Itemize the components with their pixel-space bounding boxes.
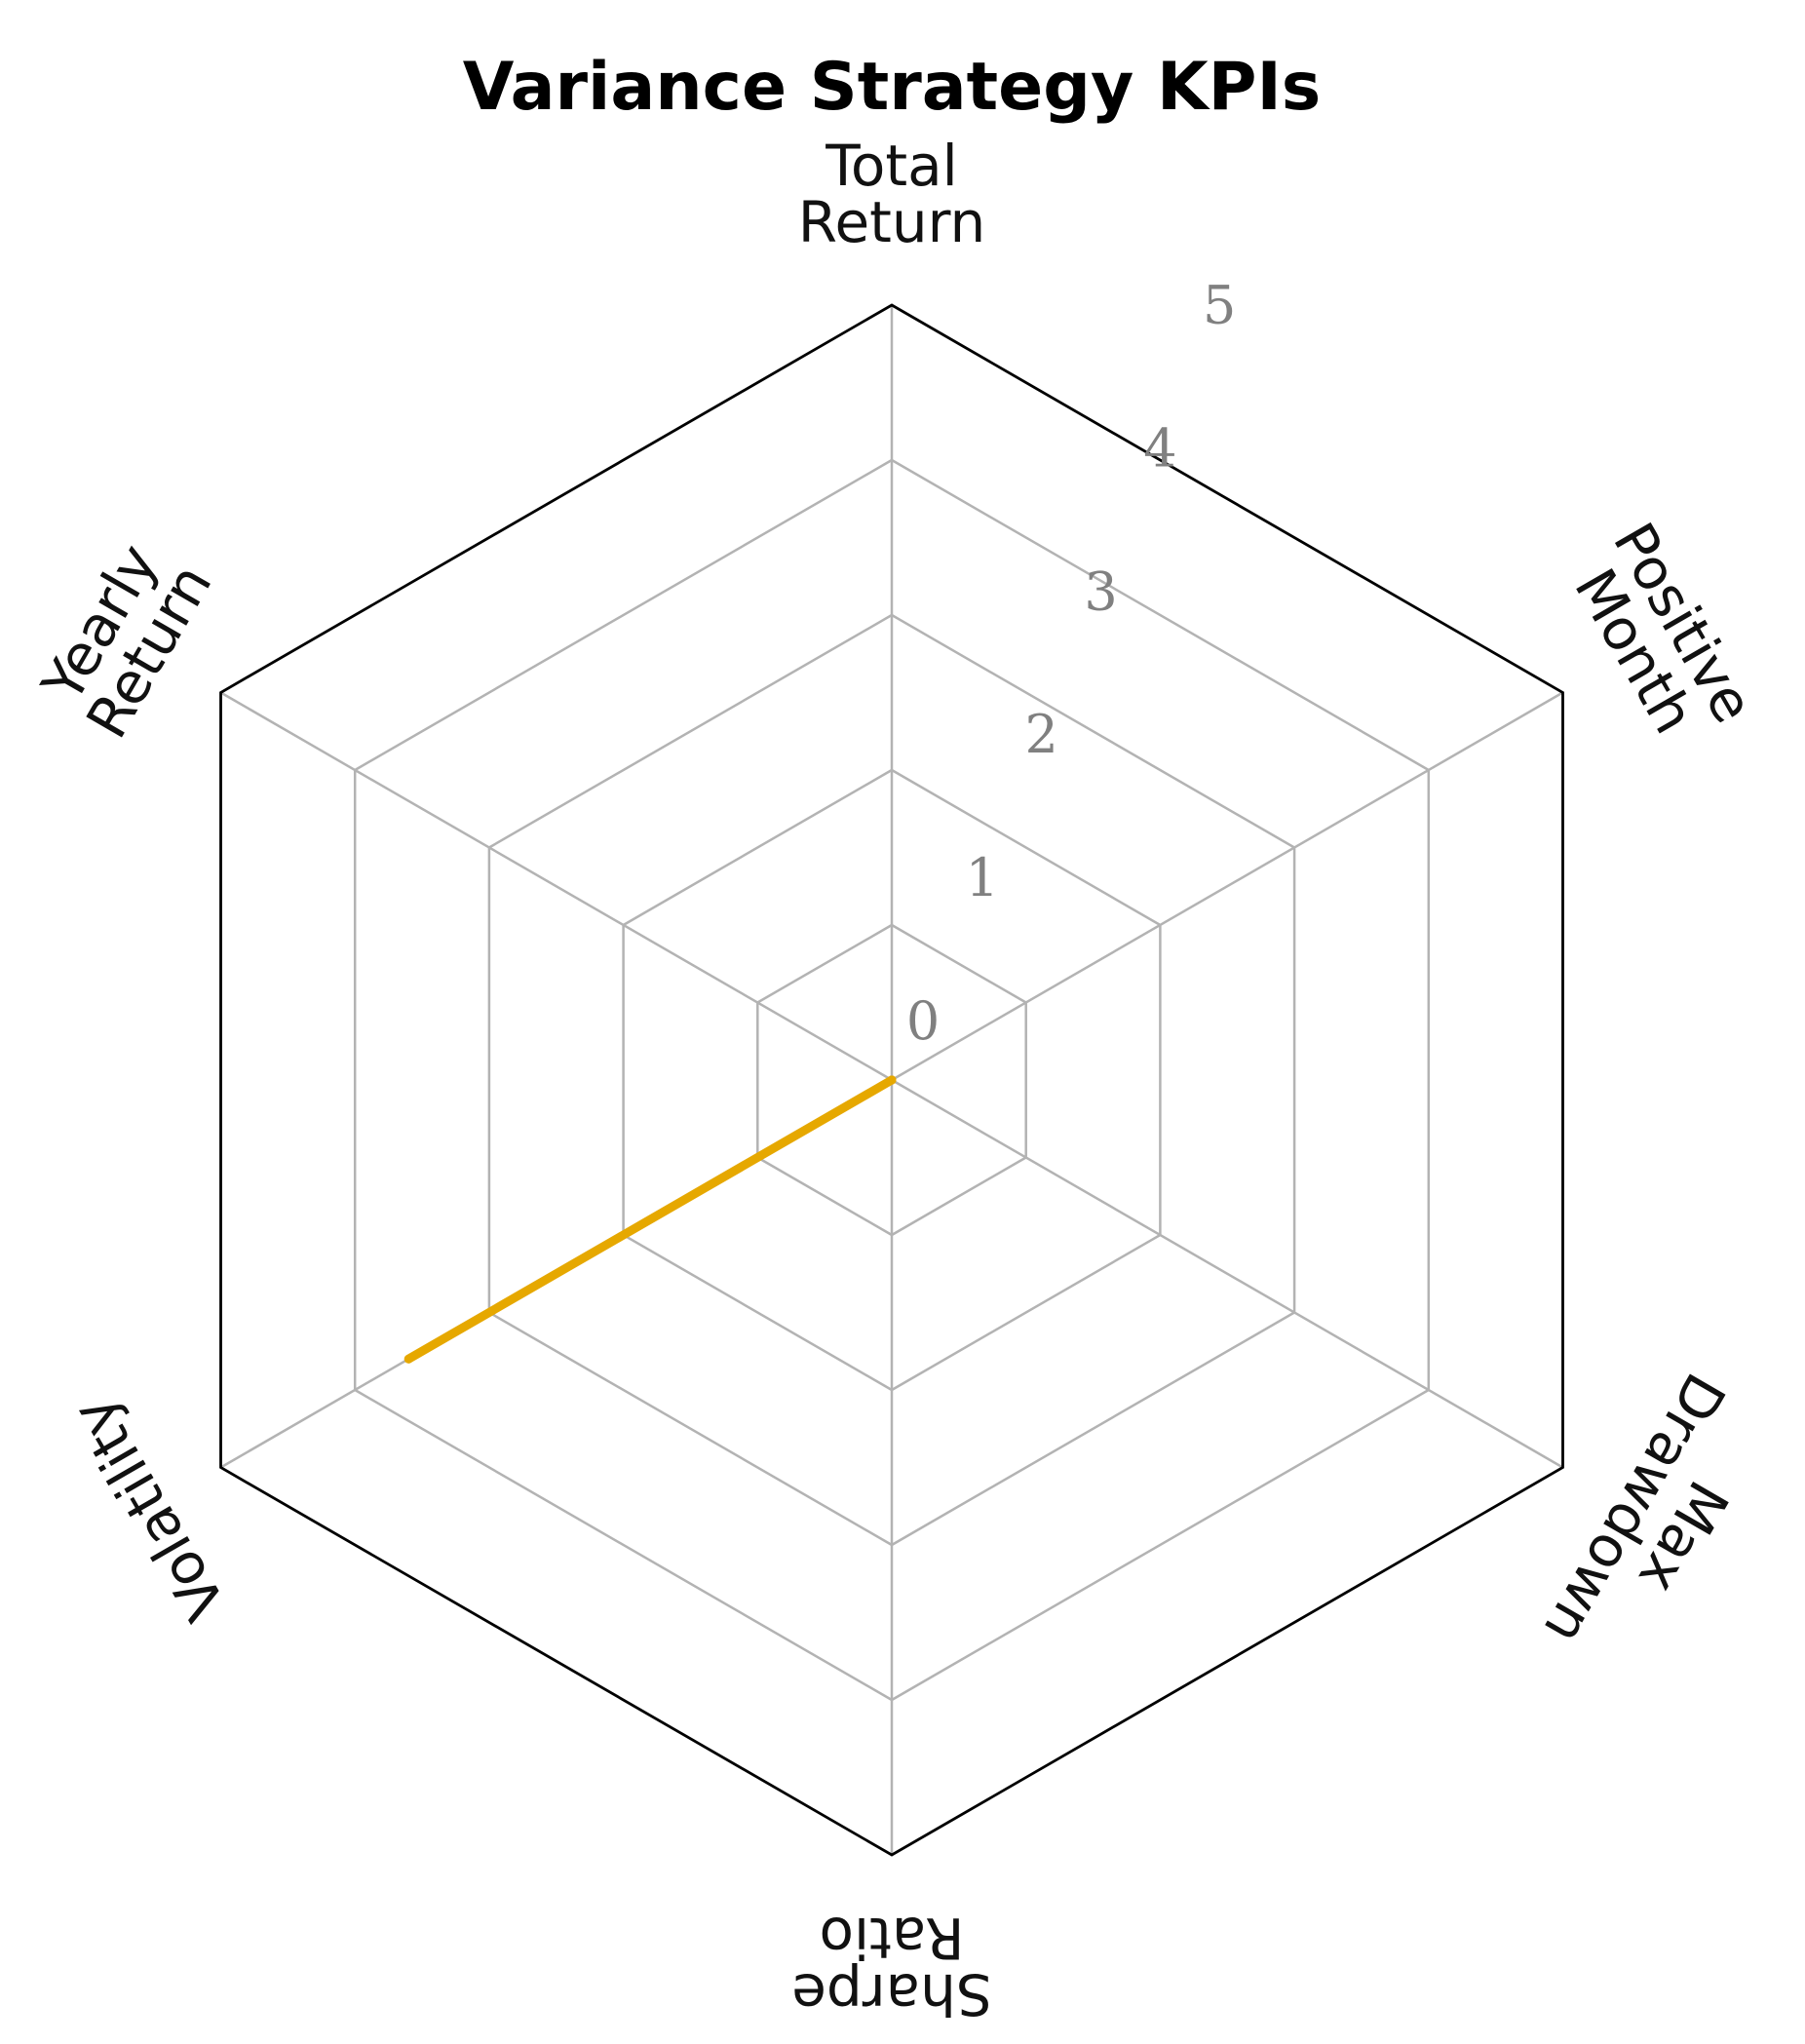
series-point-0-5	[887, 1075, 897, 1085]
series-line-0	[403, 1075, 897, 1364]
axis-label-0-line-1: Return	[798, 189, 985, 255]
spoke-2	[891, 1078, 1564, 1469]
outer-hexagon	[219, 303, 1564, 1857]
tick-label-2: 2	[1025, 704, 1058, 765]
tick-label-1: 1	[966, 847, 999, 908]
chart-title: Variance Strategy KPIs	[463, 49, 1322, 126]
axis-label-4-line-0: Volatility	[59, 1387, 239, 1632]
series-layer	[403, 1075, 897, 1364]
axis-label-4: Volatility	[59, 1387, 239, 1632]
tick-label-5: 5	[1203, 275, 1236, 336]
spoke-1	[891, 691, 1564, 1082]
radial-ticks: 0 1 2 3 4 5	[906, 275, 1237, 1052]
tick-label-0: 0	[906, 990, 940, 1052]
axis-label-3-line-1: Ratio	[820, 1905, 965, 1971]
series-point-0-4	[403, 1354, 413, 1364]
tick-label-3: 3	[1084, 560, 1117, 622]
outer-frame	[219, 303, 1564, 1857]
tick-label-4: 4	[1143, 417, 1176, 479]
axis-label-3-line-0: Sharpe	[791, 1961, 991, 2027]
axis-label-0-line-0: Total	[825, 133, 957, 199]
spoke-5	[219, 691, 893, 1082]
